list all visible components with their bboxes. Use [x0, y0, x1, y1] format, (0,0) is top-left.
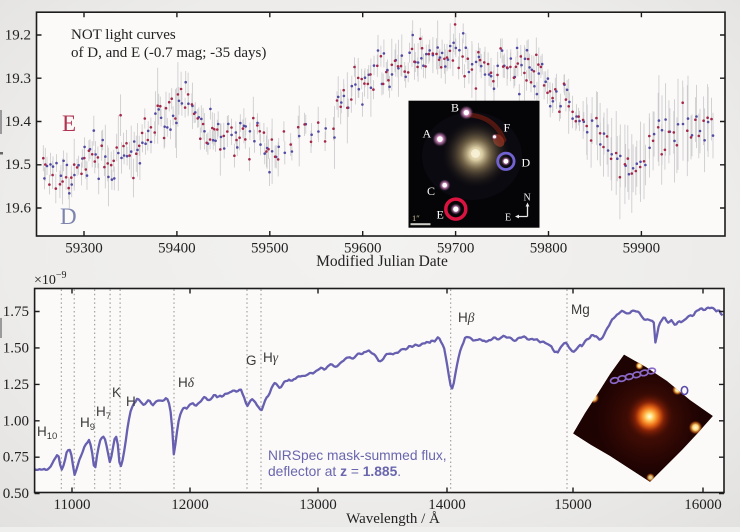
svg-text:59500: 59500 — [251, 241, 289, 257]
svg-text:12000: 12000 — [171, 497, 209, 513]
svg-text:59900: 59900 — [623, 241, 661, 257]
svg-text:E: E — [505, 213, 511, 224]
svg-text:B: B — [451, 101, 459, 115]
svg-text:1.00: 1.00 — [3, 413, 29, 429]
svg-text:1″: 1″ — [412, 213, 420, 223]
svg-text:13000: 13000 — [299, 497, 337, 513]
svg-text:11000: 11000 — [54, 497, 91, 513]
svg-text:C: C — [427, 184, 435, 198]
svg-text:59400: 59400 — [158, 241, 196, 257]
svg-text:G: G — [246, 353, 257, 368]
svg-text:Mg: Mg — [571, 302, 590, 317]
svg-text:14000: 14000 — [428, 497, 466, 513]
svg-text:of D, and E (-0.7 mag; -35 day: of D, and E (-0.7 mag; -35 days) — [71, 45, 266, 61]
svg-text:K: K — [112, 385, 121, 400]
svg-text:1.50: 1.50 — [3, 340, 29, 356]
svg-text:0.75: 0.75 — [3, 450, 29, 466]
svg-text:A: A — [423, 127, 432, 141]
svg-text:D: D — [60, 204, 77, 229]
svg-text:F: F — [504, 121, 511, 135]
svg-text:16000: 16000 — [684, 497, 722, 513]
svg-text:deflector at z = 1.885.: deflector at z = 1.885. — [268, 464, 401, 479]
svg-text:Hγ: Hγ — [263, 350, 279, 365]
svg-text:19.3: 19.3 — [5, 71, 31, 87]
svg-text:H: H — [126, 394, 136, 409]
svg-text:Hβ: Hβ — [458, 310, 475, 325]
svg-text:19.6: 19.6 — [5, 201, 32, 217]
svg-text:Modified Julian Date: Modified Julian Date — [316, 253, 448, 270]
svg-text:NIRSpec mask-summed flux,: NIRSpec mask-summed flux, — [268, 448, 447, 463]
svg-text:59600: 59600 — [344, 241, 382, 257]
svg-text:Hδ: Hδ — [178, 375, 195, 390]
svg-text:15000: 15000 — [554, 497, 592, 513]
svg-text:Wavelength / Å: Wavelength / Å — [346, 511, 440, 527]
svg-text:19.4: 19.4 — [5, 114, 32, 130]
svg-text:D: D — [522, 156, 531, 170]
svg-text:19.5: 19.5 — [5, 157, 31, 173]
svg-text:59700: 59700 — [437, 241, 475, 257]
svg-text:N: N — [524, 193, 531, 204]
svg-text:59300: 59300 — [65, 241, 103, 257]
svg-text:1.25: 1.25 — [3, 377, 29, 393]
svg-text:0.50: 0.50 — [3, 486, 29, 502]
svg-text:59800: 59800 — [530, 241, 568, 257]
svg-text:19.2: 19.2 — [5, 28, 31, 44]
svg-text:1.75: 1.75 — [3, 304, 29, 320]
svg-text:E: E — [62, 111, 76, 136]
svg-text:NOT light curves: NOT light curves — [71, 27, 176, 43]
svg-text:E: E — [437, 208, 444, 222]
